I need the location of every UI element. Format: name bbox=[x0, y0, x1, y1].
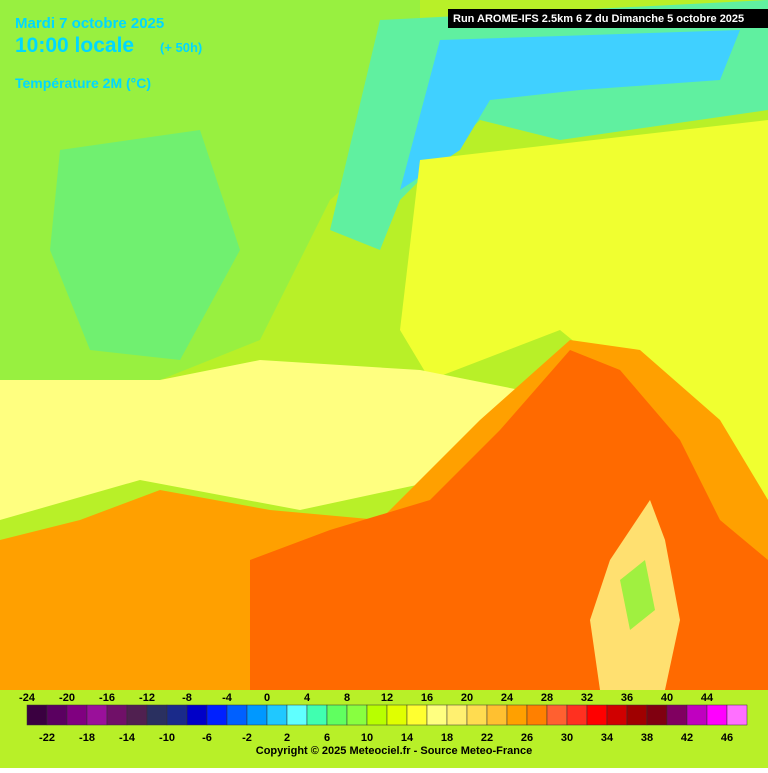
legend-swatch bbox=[486, 704, 508, 726]
legend-label: -16 bbox=[99, 692, 115, 704]
alps-cold bbox=[400, 30, 740, 190]
legend-label: 24 bbox=[501, 692, 514, 704]
legend-swatch bbox=[446, 704, 468, 726]
legend-swatch bbox=[266, 704, 288, 726]
legend-label: 18 bbox=[441, 732, 453, 744]
legend-label: 2 bbox=[284, 732, 290, 744]
legend-label: -4 bbox=[222, 692, 233, 704]
legend-label: 28 bbox=[541, 692, 553, 704]
legend-swatch bbox=[406, 704, 428, 726]
run-banner bbox=[448, 9, 768, 28]
copyright: Copyright © 2025 Meteociel.fr - Source M… bbox=[256, 745, 532, 757]
legend-swatch bbox=[66, 704, 88, 726]
legend-label: 40 bbox=[661, 692, 673, 704]
legend-label: -22 bbox=[39, 732, 55, 744]
legend-swatch bbox=[26, 704, 48, 726]
legend-label: -20 bbox=[59, 692, 75, 704]
variable-name: Température 2M (°C) bbox=[15, 75, 151, 91]
legend-label: 30 bbox=[561, 732, 573, 744]
legend-swatch bbox=[146, 704, 168, 726]
legend-label: 4 bbox=[304, 692, 311, 704]
legend-swatch bbox=[186, 704, 208, 726]
legend-label: -2 bbox=[242, 732, 252, 744]
legend-swatch bbox=[686, 704, 708, 726]
land-warm bbox=[0, 360, 520, 520]
legend-label: -8 bbox=[182, 692, 192, 704]
legend-label: -18 bbox=[79, 732, 95, 744]
legend-swatch bbox=[626, 704, 648, 726]
legend-swatch bbox=[646, 704, 668, 726]
legend-label: 36 bbox=[621, 692, 633, 704]
legend-swatch bbox=[546, 704, 568, 726]
legend-label: -6 bbox=[202, 732, 212, 744]
legend-label: -14 bbox=[119, 732, 136, 744]
legend-label: 26 bbox=[521, 732, 533, 744]
legend-label: 32 bbox=[581, 692, 593, 704]
legend-swatch bbox=[346, 704, 368, 726]
legend-swatch bbox=[246, 704, 268, 726]
legend-label: 20 bbox=[461, 692, 473, 704]
legend-swatch bbox=[706, 704, 728, 726]
forecast-date: Mardi 7 octobre 2025 bbox=[15, 15, 164, 32]
legend-label: -10 bbox=[159, 732, 175, 744]
legend-label: 34 bbox=[601, 732, 614, 744]
legend-swatch bbox=[366, 704, 388, 726]
legend-swatch bbox=[666, 704, 688, 726]
legend-label: 12 bbox=[381, 692, 393, 704]
legend-swatch bbox=[386, 704, 408, 726]
legend-swatch bbox=[526, 704, 548, 726]
legend-label: 42 bbox=[681, 732, 693, 744]
legend-swatch bbox=[166, 704, 188, 726]
legend-label: 0 bbox=[264, 692, 270, 704]
legend-swatch bbox=[726, 704, 748, 726]
legend-swatch bbox=[126, 704, 148, 726]
legend-label: -12 bbox=[139, 692, 155, 704]
legend-label: 10 bbox=[361, 732, 373, 744]
legend-swatch bbox=[606, 704, 628, 726]
legend-label: 38 bbox=[641, 732, 653, 744]
legend-label: 22 bbox=[481, 732, 493, 744]
legend-label: 6 bbox=[324, 732, 330, 744]
run-info: Run AROME-IFS 2.5km 6 Z du Dimanche 5 oc… bbox=[453, 13, 744, 25]
legend-swatch bbox=[426, 704, 448, 726]
legend-swatch bbox=[466, 704, 488, 726]
legend-swatch bbox=[306, 704, 328, 726]
land-cool bbox=[50, 130, 240, 360]
legend-swatch bbox=[86, 704, 108, 726]
legend-swatch bbox=[206, 704, 228, 726]
legend-label: 16 bbox=[421, 692, 433, 704]
forecast-time: 10:00 locale bbox=[15, 34, 134, 57]
legend-label: 46 bbox=[721, 732, 733, 744]
legend-swatch bbox=[586, 704, 608, 726]
lead-time: (+ 50h) bbox=[160, 40, 202, 55]
legend-swatch bbox=[326, 704, 348, 726]
legend-swatch bbox=[566, 704, 588, 726]
legend-label: -24 bbox=[19, 692, 36, 704]
corsica-relief bbox=[620, 560, 655, 630]
legend-swatch bbox=[46, 704, 68, 726]
legend-swatch bbox=[286, 704, 308, 726]
legend: -24 -20 -16 -12 -8 -4 0 4 8 12 16 20 24 28 32 36 40 44-22… bbox=[19, 692, 748, 744]
legend-label: 14 bbox=[401, 732, 414, 744]
legend-swatch bbox=[226, 704, 248, 726]
legend-label: 8 bbox=[344, 692, 350, 704]
legend-swatch bbox=[506, 704, 528, 726]
legend-label: 44 bbox=[701, 692, 714, 704]
legend-swatch bbox=[106, 704, 128, 726]
